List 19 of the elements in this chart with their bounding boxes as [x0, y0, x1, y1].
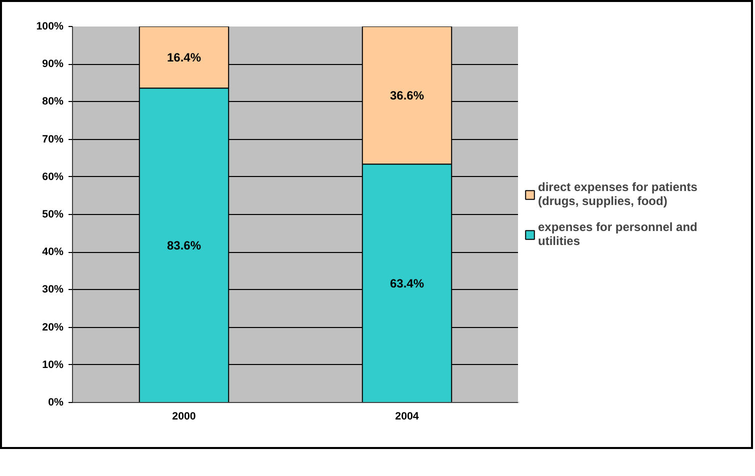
data-label: 63.4%	[390, 276, 424, 290]
legend-label: direct expenses for patients (drugs, supplies, food)	[538, 180, 698, 208]
data-label: 36.6%	[390, 88, 424, 102]
y-tick-label: 10%	[42, 358, 64, 371]
data-label: 83.6%	[166, 238, 202, 252]
y-tick-label: 20%	[42, 321, 64, 334]
y-tick-label: 90%	[42, 58, 64, 70]
y-tick-label: 30%	[42, 284, 64, 296]
y-tick-label: 0%	[48, 396, 64, 408]
y-tick-label: 100%	[36, 20, 64, 32]
y-tick-label: 50%	[42, 208, 64, 220]
y-tick-label: 60%	[42, 170, 64, 183]
y-tick-label: 80%	[42, 96, 64, 108]
x-tick-label: 2000	[172, 410, 196, 422]
data-label: 16.4%	[166, 50, 202, 64]
y-tick-label: 40%	[42, 246, 64, 258]
y-tick-label: 70%	[42, 133, 64, 146]
x-tick-label: 2004	[395, 410, 419, 422]
legend-label: expenses for personnel and utilities	[538, 220, 698, 248]
